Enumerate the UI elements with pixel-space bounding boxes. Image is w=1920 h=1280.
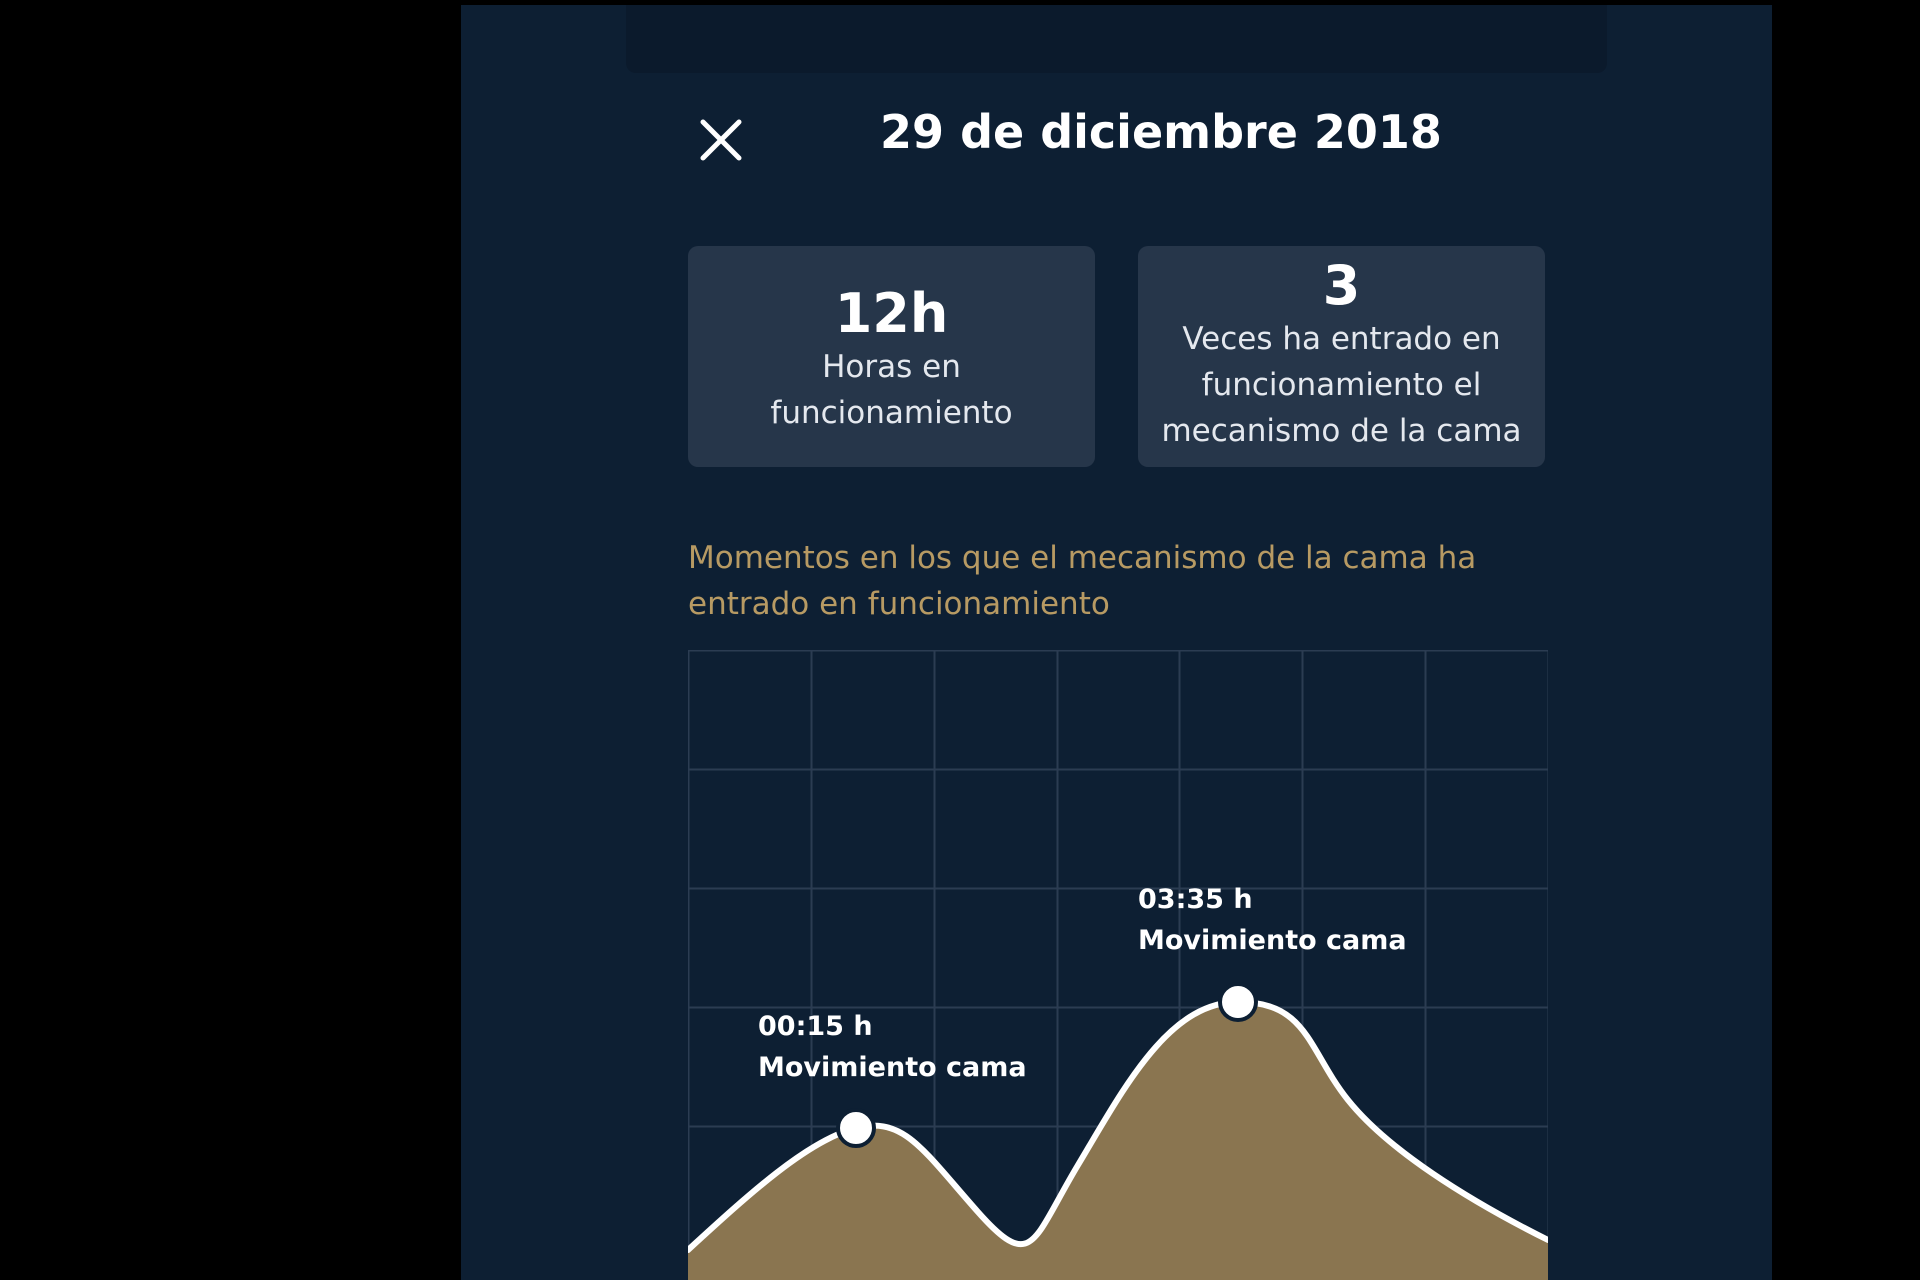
close-icon-glyph bbox=[700, 119, 742, 161]
stat-card-activations: 3 Veces ha entrado en funcionamiento el … bbox=[1138, 246, 1545, 467]
stat-value: 12h bbox=[834, 282, 949, 345]
event-time: 03:35 h bbox=[1138, 884, 1253, 915]
chart-caption: Momentos en los que el mecanismo de la c… bbox=[688, 540, 1477, 622]
stat-label: Horas en funcionamiento bbox=[770, 349, 1013, 431]
event-marker[interactable] bbox=[1218, 982, 1258, 1022]
event-marker[interactable] bbox=[836, 1108, 876, 1148]
event-time: 00:15 h bbox=[758, 1011, 873, 1042]
chart-area bbox=[688, 1002, 1548, 1280]
app-screen: 29 de diciembre 2018 12h Horas en funcio… bbox=[461, 5, 1772, 1280]
stat-label: Veces ha entrado en funcionamiento el me… bbox=[1161, 321, 1522, 449]
close-icon[interactable] bbox=[698, 117, 744, 163]
activity-chart: 00:15 h Movimiento cama 03:35 h Movimiento … bbox=[688, 650, 1548, 1280]
stat-card-hours: 12h Horas en funcionamiento bbox=[688, 246, 1095, 467]
event-label: Movimiento cama bbox=[1138, 925, 1407, 956]
top-bar bbox=[626, 5, 1607, 73]
page-title: 29 de diciembre 2018 bbox=[880, 105, 1442, 159]
event-label: Movimiento cama bbox=[758, 1052, 1027, 1083]
stat-value: 3 bbox=[1322, 254, 1361, 317]
